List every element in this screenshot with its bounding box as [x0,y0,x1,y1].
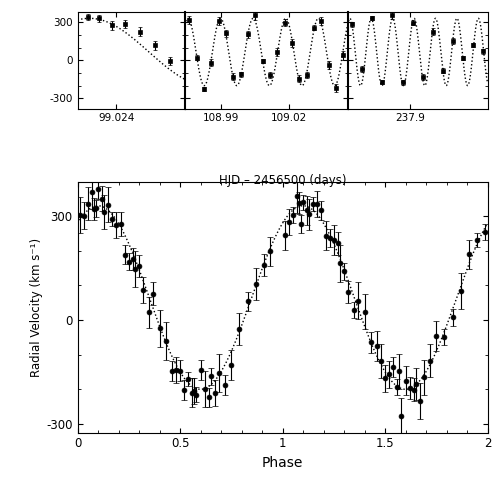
Text: HJD – 2456500 (days): HJD – 2456500 (days) [219,174,346,187]
Y-axis label: Radial Velocity (km s⁻¹): Radial Velocity (km s⁻¹) [30,238,44,377]
X-axis label: Phase: Phase [262,456,303,470]
